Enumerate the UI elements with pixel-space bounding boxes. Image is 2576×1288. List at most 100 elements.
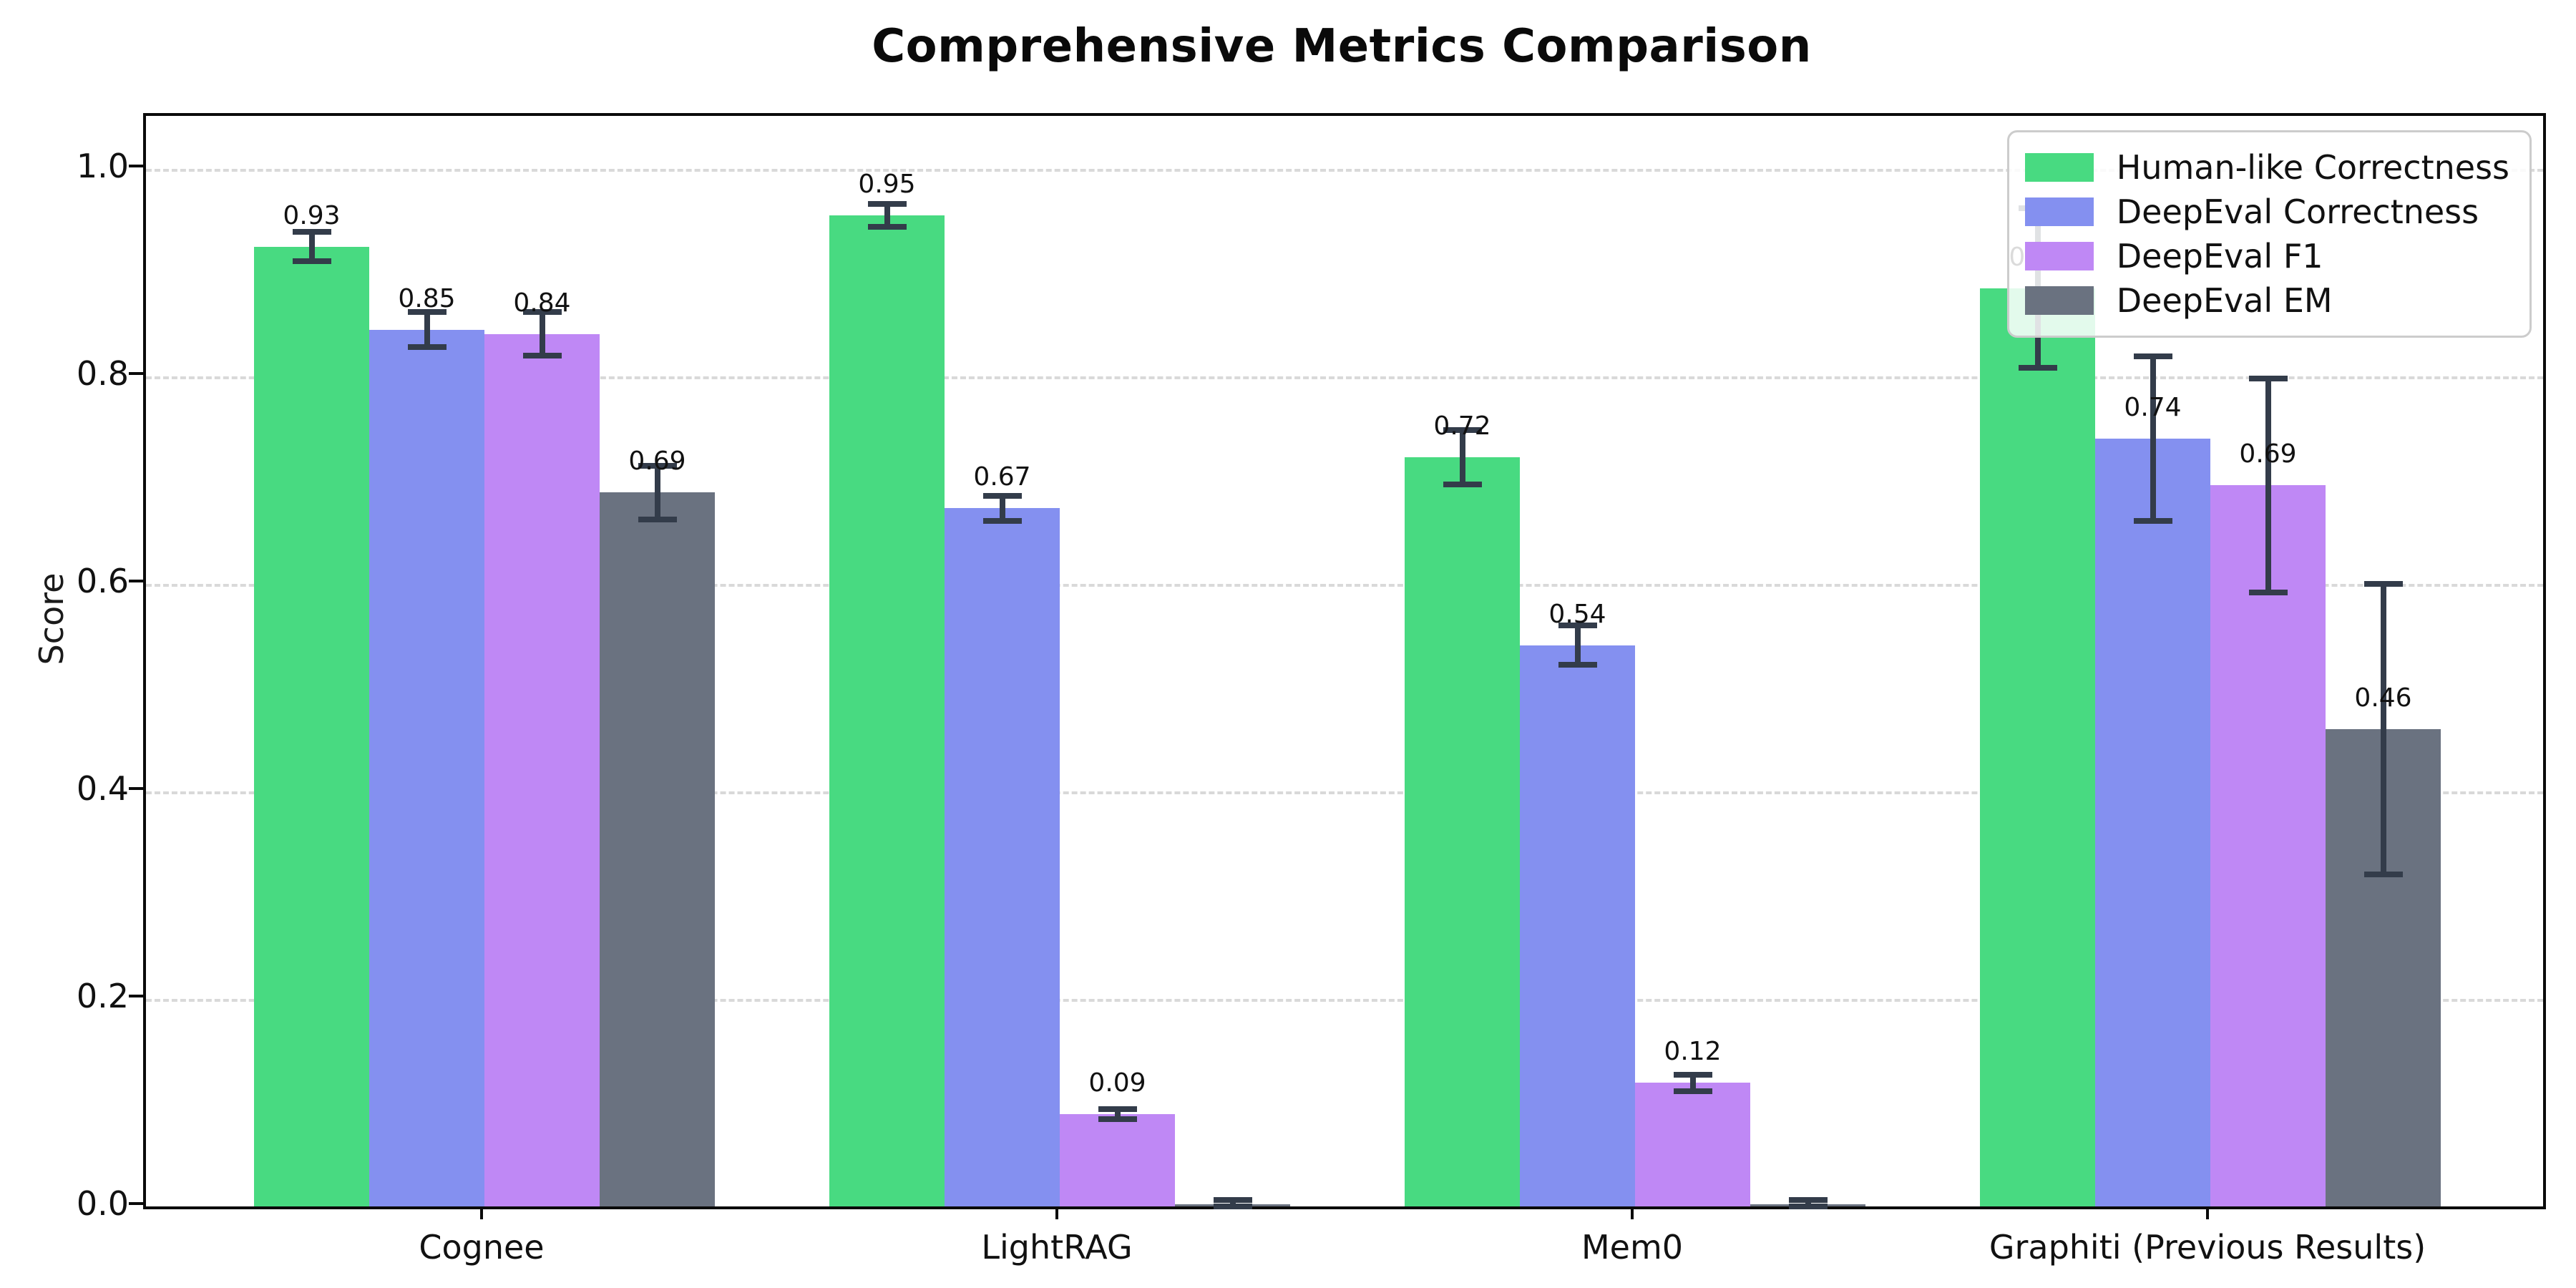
error-bar bbox=[522, 309, 562, 358]
error-bar-stem bbox=[2380, 584, 2386, 874]
legend-swatch bbox=[2024, 286, 2094, 315]
bar-deepeval-f1 bbox=[1635, 1083, 1750, 1206]
legend-item: Human-like Correctness bbox=[2024, 145, 2509, 190]
error-bar-stem bbox=[999, 495, 1005, 521]
error-bar-cap-bottom bbox=[2133, 517, 2172, 524]
bar-value-label: 0.72 bbox=[1433, 411, 1491, 441]
bar-value-label: 0.95 bbox=[858, 170, 916, 200]
error-bar-cap-top bbox=[1558, 623, 1597, 628]
error-bar-cap-top bbox=[1443, 427, 1482, 434]
gridline-y-0.8 bbox=[146, 376, 2543, 379]
error-bar-cap-bottom bbox=[2018, 365, 2057, 371]
y-tick-mark bbox=[129, 372, 143, 375]
error-bar-cap-top bbox=[1098, 1106, 1137, 1112]
gridline-y-0.4 bbox=[146, 791, 2543, 794]
error-bar bbox=[1673, 1071, 1712, 1095]
error-bar-stem bbox=[1805, 1200, 1811, 1206]
error-bar-cap-top bbox=[522, 309, 562, 316]
error-bar-cap-bottom bbox=[1558, 662, 1597, 668]
error-bar-stem bbox=[654, 465, 660, 520]
error-bar-cap-bottom bbox=[638, 517, 677, 523]
legend-label: DeepEval F1 bbox=[2116, 237, 2323, 275]
legend-label: Human-like Correctness bbox=[2116, 148, 2509, 187]
error-bar bbox=[1443, 427, 1482, 487]
y-tick-label: 0.0 bbox=[76, 1184, 129, 1223]
error-bar-stem bbox=[1114, 1108, 1121, 1120]
bar-value-label: 0.74 bbox=[2124, 393, 2182, 422]
error-bar-cap-bottom bbox=[1673, 1088, 1712, 1095]
error-bar bbox=[2248, 375, 2288, 595]
error-bar-cap-top bbox=[867, 201, 907, 208]
bar-value-label: 0.85 bbox=[398, 283, 456, 313]
error-bar bbox=[2363, 581, 2403, 877]
error-bar-stem bbox=[2265, 378, 2271, 592]
bar-deepeval-em bbox=[600, 492, 715, 1206]
chart-title: Comprehensive Metrics Comparison bbox=[872, 20, 1812, 73]
error-bar bbox=[1558, 623, 1597, 668]
bar-human-like-correctness bbox=[254, 246, 369, 1206]
bar-deepeval-correctness bbox=[369, 329, 484, 1206]
error-bar-cap-bottom bbox=[292, 258, 331, 265]
error-bar-cap-top bbox=[292, 229, 331, 235]
error-bar-stem bbox=[308, 232, 315, 262]
error-bar-stem bbox=[1689, 1074, 1696, 1092]
error-bar-cap-top bbox=[1213, 1197, 1252, 1204]
legend-swatch bbox=[2024, 242, 2094, 270]
x-tick-label: Graphiti (Previous Results) bbox=[1989, 1228, 2426, 1267]
legend-swatch bbox=[2024, 153, 2094, 182]
error-bar-cap-bottom bbox=[1213, 1203, 1252, 1209]
bar-value-label: 0.67 bbox=[973, 462, 1031, 492]
y-tick-label: 0.6 bbox=[76, 562, 129, 600]
bar-value-label: 0.54 bbox=[1548, 599, 1606, 629]
legend-item: DeepEval F1 bbox=[2024, 234, 2509, 278]
bar-human-like-correctness bbox=[829, 215, 945, 1206]
error-bar-stem bbox=[1459, 430, 1465, 484]
y-tick-mark bbox=[129, 580, 143, 582]
legend-swatch bbox=[2024, 197, 2094, 226]
x-tick-label: LightRAG bbox=[981, 1228, 1133, 1267]
y-tick-mark bbox=[129, 787, 143, 790]
error-bar-cap-top bbox=[1673, 1071, 1712, 1078]
y-tick-label: 1.0 bbox=[76, 147, 129, 185]
error-bar-cap-bottom bbox=[522, 352, 562, 358]
error-bar-cap-bottom bbox=[1788, 1203, 1828, 1209]
error-bar-cap-top bbox=[2133, 353, 2172, 360]
y-tick-mark bbox=[129, 995, 143, 997]
error-bar-cap-bottom bbox=[407, 344, 447, 351]
error-bar-cap-bottom bbox=[867, 224, 907, 230]
error-bar bbox=[1098, 1106, 1137, 1123]
x-tick-mark bbox=[480, 1206, 483, 1219]
plot-area: 0.930.950.720.880.850.670.540.740.840.09… bbox=[143, 113, 2546, 1209]
error-bar bbox=[638, 462, 677, 523]
x-tick-label: Mem0 bbox=[1581, 1228, 1684, 1267]
error-bar-cap-top bbox=[982, 492, 1022, 499]
error-bar bbox=[982, 492, 1022, 524]
bar-value-label: 0.93 bbox=[283, 200, 341, 230]
bar-deepeval-correctness bbox=[2095, 439, 2210, 1206]
gridline-y-1 bbox=[146, 169, 2543, 172]
bar-deepeval-f1 bbox=[484, 333, 600, 1206]
bar-deepeval-correctness bbox=[1520, 645, 1635, 1206]
error-bar-cap-bottom bbox=[2248, 589, 2288, 595]
error-bar bbox=[292, 229, 331, 265]
bar-value-label: 0.69 bbox=[628, 447, 686, 477]
legend: Human-like Correctness DeepEval Correctne… bbox=[2006, 130, 2532, 338]
error-bar-cap-top bbox=[638, 462, 677, 469]
error-bar-stem bbox=[539, 312, 545, 356]
y-tick-mark bbox=[129, 165, 143, 167]
legend-item: DeepEval Correctness bbox=[2024, 190, 2509, 234]
legend-label: DeepEval Correctness bbox=[2116, 192, 2479, 231]
bar-deepeval-f1 bbox=[1060, 1113, 1175, 1206]
error-bar-cap-bottom bbox=[1098, 1116, 1137, 1123]
y-tick-label: 0.8 bbox=[76, 354, 129, 393]
y-tick-mark bbox=[129, 1202, 143, 1205]
bar-value-label: 0.12 bbox=[1664, 1037, 1722, 1067]
bar-value-label: 0.09 bbox=[1088, 1068, 1146, 1098]
error-bar-cap-top bbox=[407, 309, 447, 316]
bar-human-like-correctness bbox=[1980, 288, 2095, 1206]
error-bar bbox=[407, 309, 447, 351]
error-bar-cap-top bbox=[2363, 581, 2403, 587]
error-bar-stem bbox=[1229, 1200, 1236, 1206]
bar-human-like-correctness bbox=[1405, 457, 1520, 1206]
error-bar-cap-top bbox=[1788, 1197, 1828, 1204]
